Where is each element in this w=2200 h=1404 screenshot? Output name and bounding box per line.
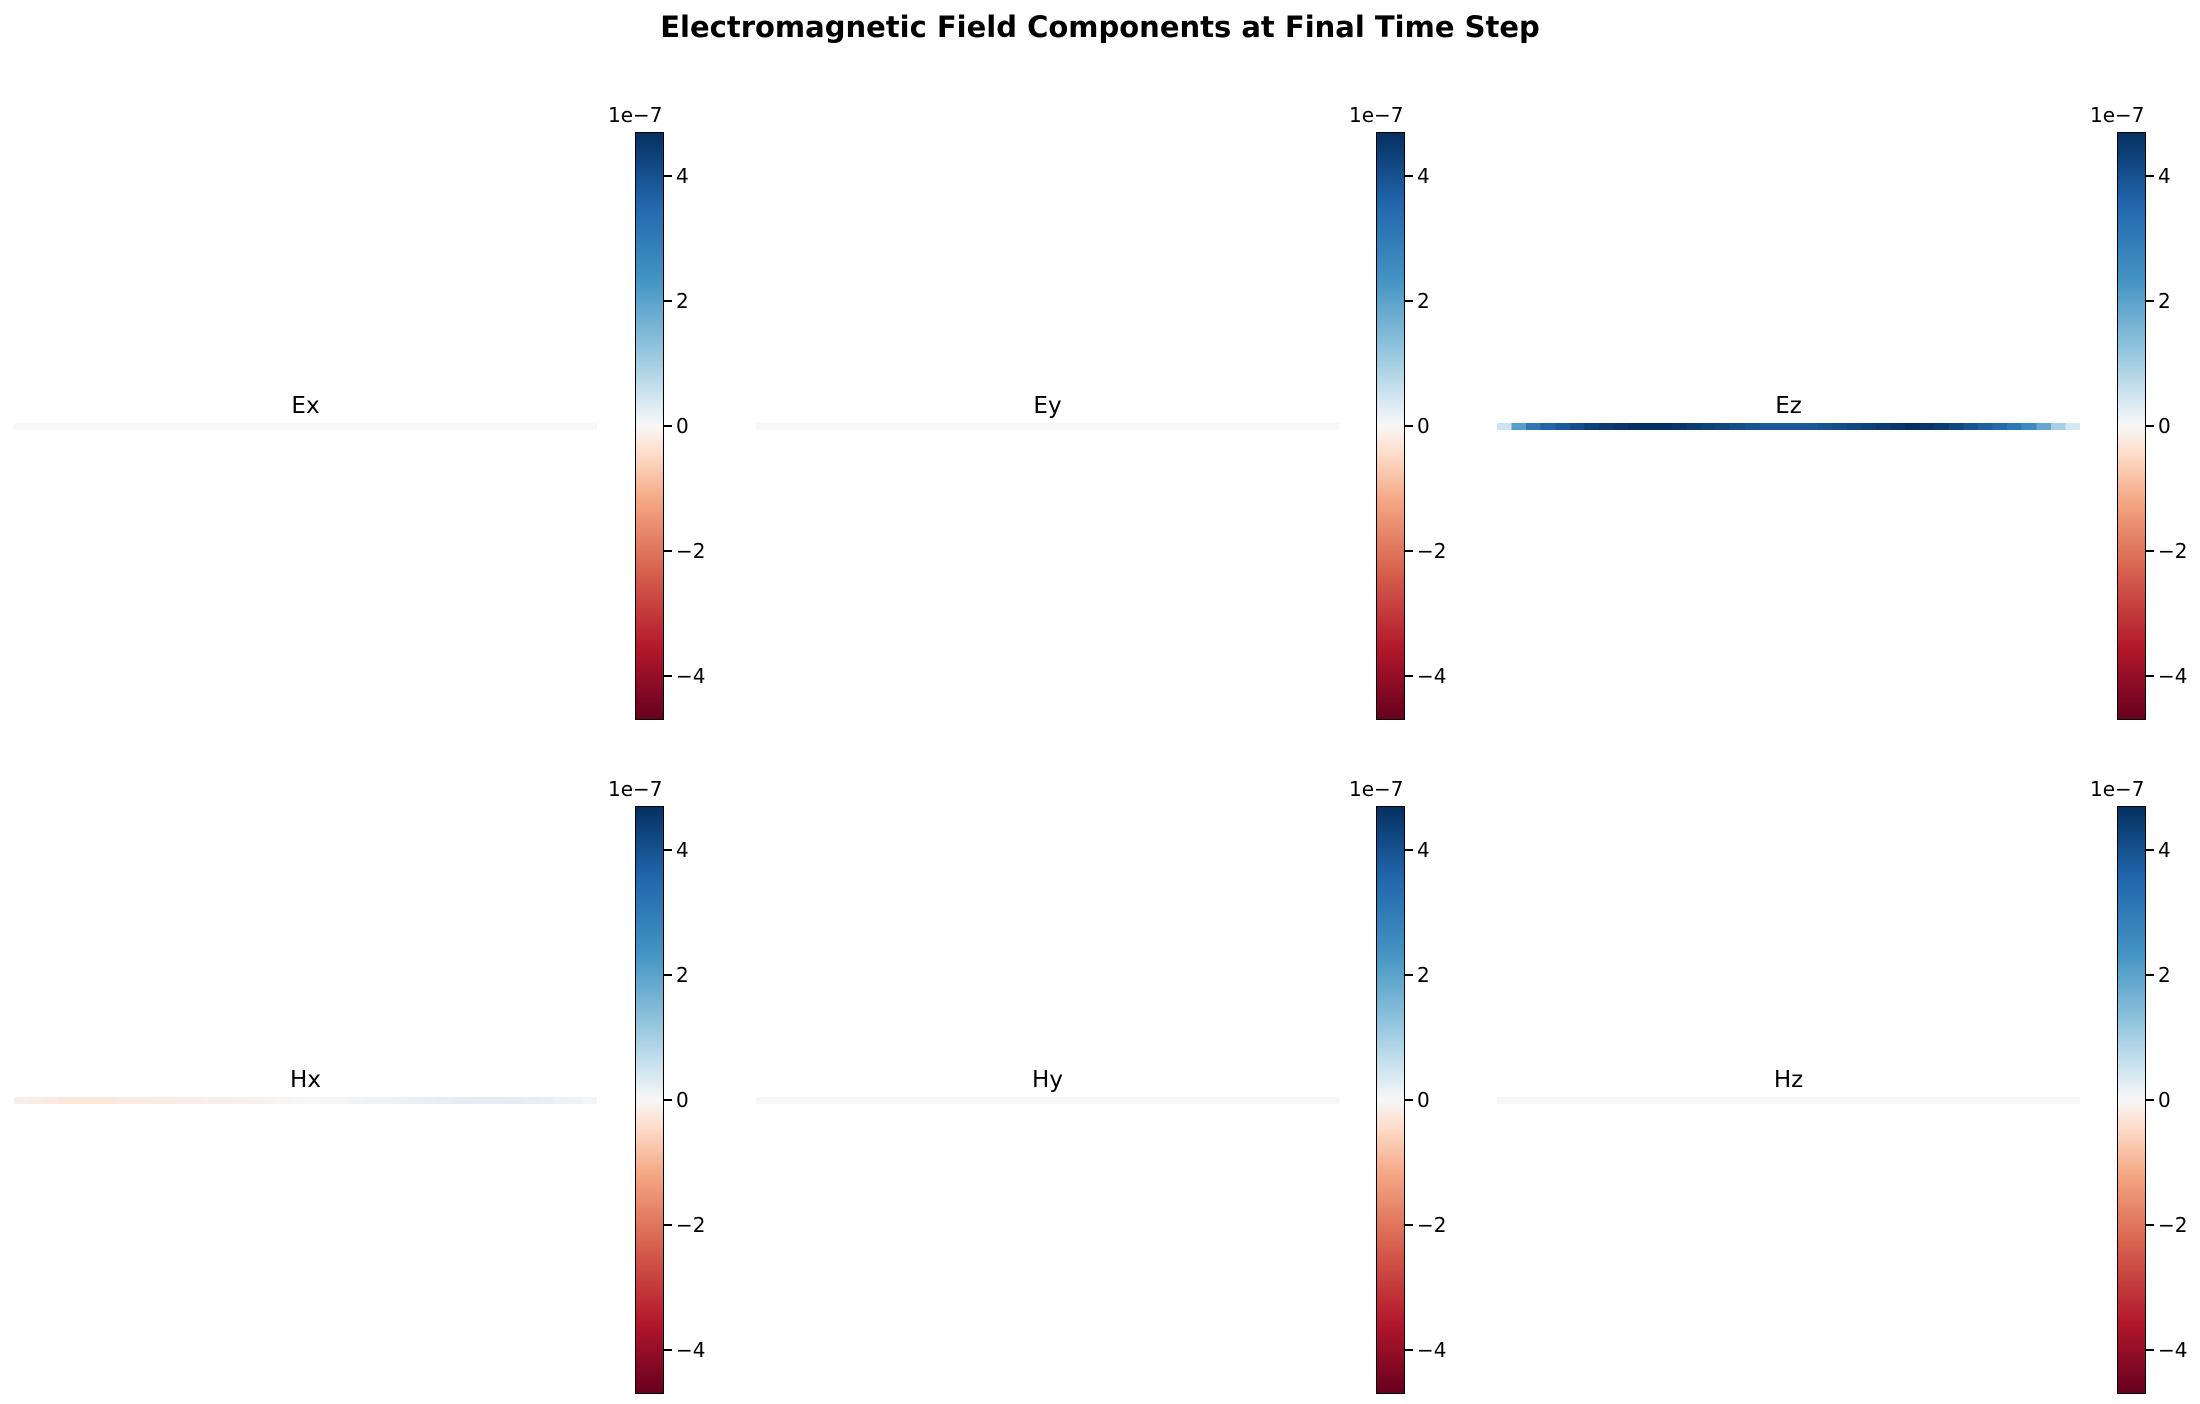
colorbar-tick-label: 0 xyxy=(676,414,689,438)
field-strip-hy xyxy=(756,1097,1339,1104)
colorbar-tick xyxy=(2146,1349,2154,1351)
field-strip-hx xyxy=(14,1097,597,1104)
colorbar-tick-label: 2 xyxy=(1417,288,1430,313)
colorbar-tick-label: 4 xyxy=(1417,163,1430,188)
colorbar-tick xyxy=(2146,175,2154,177)
colorbar-ey xyxy=(1376,132,1405,720)
colorbar-tick xyxy=(2146,550,2154,552)
colorbar-tick-label: 4 xyxy=(676,837,689,862)
colorbar-tick xyxy=(664,974,672,976)
colorbar-tick-label: −4 xyxy=(676,664,706,689)
colorbar-tick xyxy=(1405,1349,1413,1351)
colorbar-tick-label: 2 xyxy=(2158,962,2171,987)
colorbar-tick xyxy=(664,1349,672,1351)
colorbar-tick xyxy=(1405,1224,1413,1226)
colorbar-tick xyxy=(664,675,672,677)
colorbar-tick-label: 4 xyxy=(2158,837,2171,862)
colorbar-tick xyxy=(664,425,672,427)
colorbar-tick xyxy=(2146,849,2154,851)
colorbar-tick-label: 4 xyxy=(1417,837,1430,862)
colorbar-tick xyxy=(664,175,672,177)
panel-title-ex: Ex xyxy=(291,393,320,419)
colorbar-tick xyxy=(664,849,672,851)
colorbar-tick xyxy=(2146,1099,2154,1101)
colorbar-tick-label: 4 xyxy=(2158,163,2171,188)
colorbar-tick xyxy=(664,300,672,302)
colorbar-tick-label: −4 xyxy=(2158,1338,2188,1363)
colorbar-tick xyxy=(1405,974,1413,976)
colorbar-tick xyxy=(2146,675,2154,677)
colorbar-tick-label: −2 xyxy=(676,539,706,564)
colorbar-tick xyxy=(2146,425,2154,427)
colorbar-hz xyxy=(2117,806,2146,1394)
colorbar-ez xyxy=(2117,132,2146,720)
colorbar-tick-label: −2 xyxy=(676,1213,706,1238)
colorbar-tick-label: 0 xyxy=(1417,1088,1430,1112)
colorbar-offset-label: 1e−7 xyxy=(2090,777,2145,801)
field-strip-ey xyxy=(756,423,1339,430)
colorbar-tick-label: 4 xyxy=(676,163,689,188)
colorbar-tick-label: −2 xyxy=(1417,539,1447,564)
colorbar-tick xyxy=(1405,175,1413,177)
colorbar-offset-label: 1e−7 xyxy=(1349,103,1404,127)
field-strip-ez xyxy=(1497,423,2080,430)
colorbar-tick-label: −2 xyxy=(2158,539,2188,564)
colorbar-ex xyxy=(635,132,664,720)
field-strip-hz xyxy=(1497,1097,2080,1104)
colorbar-tick-label: 2 xyxy=(1417,962,1430,987)
colorbar-tick-label: −4 xyxy=(2158,664,2188,689)
field-strip-ex xyxy=(14,423,597,430)
colorbar-offset-label: 1e−7 xyxy=(608,103,663,127)
colorbar-tick-label: −4 xyxy=(676,1338,706,1363)
colorbar-tick xyxy=(1405,300,1413,302)
colorbar-tick xyxy=(2146,1224,2154,1226)
colorbar-tick xyxy=(664,1224,672,1226)
colorbar-tick xyxy=(1405,550,1413,552)
colorbar-tick xyxy=(2146,974,2154,976)
panel-title-ez: Ez xyxy=(1775,393,1802,419)
colorbar-tick-label: 0 xyxy=(2158,414,2171,438)
colorbar-tick-label: −2 xyxy=(1417,1213,1447,1238)
panel-title-hy: Hy xyxy=(1032,1067,1063,1093)
colorbar-tick xyxy=(1405,1099,1413,1101)
colorbar-tick-label: 0 xyxy=(2158,1088,2171,1112)
colorbar-tick-label: 2 xyxy=(2158,288,2171,313)
colorbar-tick-label: 0 xyxy=(1417,414,1430,438)
colorbar-tick-label: 0 xyxy=(676,1088,689,1112)
figure-title: Electromagnetic Field Components at Fina… xyxy=(660,10,1540,44)
colorbar-tick xyxy=(1405,675,1413,677)
colorbar-offset-label: 1e−7 xyxy=(2090,103,2145,127)
colorbar-tick xyxy=(1405,425,1413,427)
colorbar-hy xyxy=(1376,806,1405,1394)
colorbar-hx xyxy=(635,806,664,1394)
colorbar-offset-label: 1e−7 xyxy=(608,777,663,801)
colorbar-tick xyxy=(1405,849,1413,851)
colorbar-tick-label: 2 xyxy=(676,962,689,987)
colorbar-tick xyxy=(664,1099,672,1101)
colorbar-tick-label: −2 xyxy=(2158,1213,2188,1238)
colorbar-offset-label: 1e−7 xyxy=(1349,777,1404,801)
colorbar-tick-label: −4 xyxy=(1417,1338,1447,1363)
colorbar-tick xyxy=(2146,300,2154,302)
colorbar-tick xyxy=(664,550,672,552)
panel-title-hx: Hx xyxy=(290,1067,321,1093)
colorbar-tick-label: −4 xyxy=(1417,664,1447,689)
panel-title-hz: Hz xyxy=(1773,1067,1804,1093)
colorbar-tick-label: 2 xyxy=(676,288,689,313)
panel-title-ey: Ey xyxy=(1033,393,1062,419)
